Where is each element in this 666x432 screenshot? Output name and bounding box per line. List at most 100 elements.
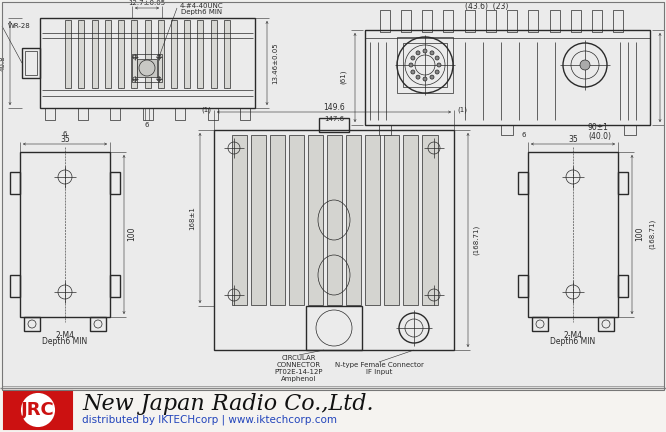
Bar	[401, 10, 411, 32]
Bar	[443, 10, 453, 32]
Text: Depth6 MIN: Depth6 MIN	[43, 337, 88, 346]
Circle shape	[411, 56, 415, 60]
Bar	[289, 135, 304, 305]
Bar	[403, 43, 447, 87]
Text: Depth6 MIN: Depth6 MIN	[550, 337, 595, 346]
Text: PT02E-14-12P: PT02E-14-12P	[275, 369, 323, 375]
Bar	[118, 20, 124, 88]
Text: JRC: JRC	[21, 401, 55, 419]
Text: 6: 6	[521, 132, 526, 138]
Bar	[240, 108, 250, 120]
Bar	[24, 317, 40, 331]
Bar	[92, 20, 98, 88]
Bar	[507, 10, 517, 32]
Circle shape	[580, 60, 590, 70]
Bar	[380, 10, 390, 32]
Bar	[232, 135, 246, 305]
Bar	[532, 317, 548, 331]
Text: (168.71): (168.71)	[649, 219, 655, 249]
Bar	[624, 125, 636, 135]
Circle shape	[423, 77, 427, 81]
Bar	[22, 48, 40, 78]
Text: 2-M4: 2-M4	[563, 330, 583, 340]
Circle shape	[430, 75, 434, 79]
Text: IF Input: IF Input	[366, 369, 392, 375]
Text: 35: 35	[60, 134, 70, 143]
Bar	[90, 317, 106, 331]
Text: CONNECTOR: CONNECTOR	[277, 362, 321, 368]
Circle shape	[416, 75, 420, 79]
Text: (61): (61)	[340, 70, 346, 84]
Text: 12.7±0.05: 12.7±0.05	[129, 0, 166, 6]
Bar	[613, 10, 623, 32]
Text: Depth6 MIN: Depth6 MIN	[181, 9, 222, 15]
Bar	[528, 152, 618, 317]
Text: (1): (1)	[457, 107, 467, 113]
Bar	[308, 135, 323, 305]
Text: New Japan Radio Co.,Ltd.: New Japan Radio Co.,Ltd.	[82, 393, 374, 415]
Bar	[422, 135, 438, 305]
Text: 100: 100	[127, 227, 137, 241]
Bar	[518, 172, 528, 194]
Bar	[10, 172, 20, 194]
Bar	[486, 10, 496, 32]
Circle shape	[416, 51, 420, 55]
Bar	[25, 51, 37, 75]
Text: 147.6: 147.6	[324, 116, 344, 122]
Bar	[550, 10, 560, 32]
Bar	[143, 108, 153, 120]
Circle shape	[423, 49, 427, 53]
Bar	[110, 275, 120, 297]
Bar	[110, 172, 120, 194]
Bar	[132, 54, 162, 82]
Text: CIRCULAR: CIRCULAR	[282, 355, 316, 361]
Bar	[79, 20, 85, 88]
Bar	[384, 135, 400, 305]
Circle shape	[435, 56, 439, 60]
Text: WR-28: WR-28	[8, 23, 31, 29]
Bar	[214, 130, 454, 350]
Bar	[618, 172, 628, 194]
Bar	[379, 125, 391, 135]
Text: 100: 100	[635, 227, 645, 241]
Circle shape	[430, 51, 434, 55]
Text: (1): (1)	[201, 107, 211, 113]
Text: 2-M4: 2-M4	[55, 330, 75, 340]
Bar	[208, 108, 218, 120]
Bar	[592, 10, 602, 32]
Text: (168.71): (168.71)	[473, 225, 480, 255]
Bar	[171, 20, 177, 88]
Bar	[306, 306, 362, 350]
Bar	[618, 275, 628, 297]
Bar	[158, 20, 164, 88]
Bar	[528, 10, 538, 32]
Bar	[598, 317, 614, 331]
Circle shape	[409, 63, 413, 67]
Bar	[40, 18, 255, 108]
Text: 4-#4-40UNC: 4-#4-40UNC	[180, 3, 224, 9]
Bar	[501, 125, 513, 135]
Bar	[131, 20, 137, 88]
Bar	[4, 391, 72, 429]
Bar	[397, 37, 453, 93]
Bar	[327, 135, 342, 305]
Text: 168±1: 168±1	[189, 206, 195, 230]
Bar	[404, 135, 418, 305]
Text: 40.8: 40.8	[0, 55, 6, 71]
Bar	[2, 2, 664, 390]
Bar	[105, 20, 111, 88]
Text: 149.6: 149.6	[323, 102, 345, 111]
Bar	[518, 275, 528, 297]
Bar	[65, 20, 71, 88]
Text: 13.46±0.05: 13.46±0.05	[272, 42, 278, 84]
Bar	[20, 152, 110, 317]
Circle shape	[437, 63, 441, 67]
Bar	[2, 2, 664, 386]
Bar	[45, 108, 55, 120]
Bar	[197, 20, 203, 88]
Text: N-type Female Connector: N-type Female Connector	[334, 362, 424, 368]
Bar	[0, 388, 666, 432]
Bar	[365, 30, 650, 125]
Text: (43.6)  (23): (43.6) (23)	[466, 1, 509, 10]
Text: 35: 35	[568, 134, 578, 143]
